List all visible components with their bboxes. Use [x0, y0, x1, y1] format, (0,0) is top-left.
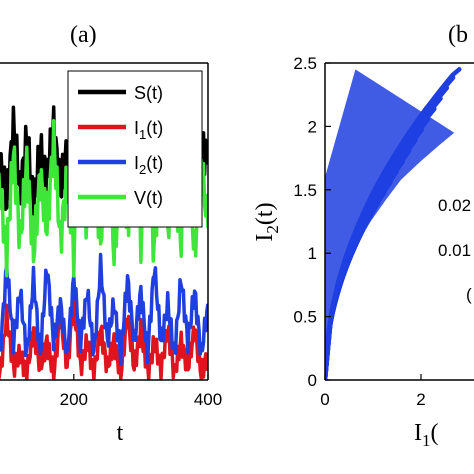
panel-a-legend: S(t) I1(t) I2(t) V(t) — [67, 70, 203, 228]
panel-b-plot-area — [325, 67, 462, 380]
x-tick-label: 2 — [416, 390, 425, 409]
panel-b-annotation-1: 0.02 — [438, 196, 471, 215]
panel-b-annotation-2: 0.01 — [438, 241, 471, 260]
panel-b-ylabel: I2(t) — [252, 202, 282, 241]
y-tick-label: 1.5 — [293, 181, 317, 200]
x-tick-label: 200 — [60, 390, 88, 409]
x-tick-label: 400 — [194, 390, 222, 409]
trajectory-envelope — [325, 69, 455, 380]
panel-b-annotation-3: ( — [466, 285, 472, 304]
panel-a-label: (a) — [70, 22, 97, 48]
panel-a: (a) 200 400 t S(t) I1(t) I2(t) V(t) — [0, 22, 222, 446]
y-tick-label: 0.5 — [293, 308, 317, 327]
y-tick-label: 1 — [308, 244, 317, 263]
y-tick-label: 2.5 — [293, 54, 317, 73]
legend-label-v: V(t) — [134, 188, 163, 208]
panel-a-x-ticks: 200 400 — [60, 374, 222, 409]
y-tick-label: 2 — [308, 117, 317, 136]
legend-label-s: S(t) — [134, 83, 163, 103]
panel-b-label: (b — [448, 22, 468, 48]
legend-box — [67, 70, 203, 228]
panel-a-xlabel: t — [117, 420, 124, 446]
panel-b-ticks: 0 0.5 1 1.5 2 2.5 0 2 — [293, 54, 425, 409]
y-tick-label: 0 — [308, 371, 317, 390]
panel-b: (b 0 0.5 1 1.5 2 2.5 0 2 I2(t) I1( 0.02 0.01 ( — [252, 22, 474, 450]
panel-b-xlabel: I1( — [414, 420, 439, 450]
x-tick-label: 0 — [320, 390, 329, 409]
